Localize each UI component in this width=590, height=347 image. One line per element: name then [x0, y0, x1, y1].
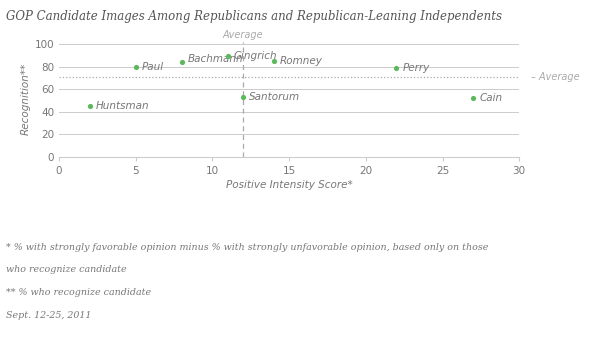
- Text: Bachmann: Bachmann: [188, 53, 244, 64]
- Y-axis label: Recognition**: Recognition**: [20, 63, 30, 135]
- Text: Gingrich: Gingrich: [234, 51, 277, 61]
- Text: Huntsman: Huntsman: [96, 101, 149, 111]
- Point: [269, 58, 278, 64]
- Text: Sept. 12-25, 2011: Sept. 12-25, 2011: [6, 311, 91, 320]
- Text: who recognize candidate: who recognize candidate: [6, 265, 126, 274]
- Text: Cain: Cain: [479, 93, 503, 103]
- Point: [131, 64, 140, 69]
- Point: [468, 95, 478, 101]
- Text: Paul: Paul: [142, 61, 164, 71]
- Point: [223, 53, 232, 59]
- Text: Romney: Romney: [280, 56, 323, 66]
- Text: GOP Candidate Images Among Republicans and Republican-Leaning Independents: GOP Candidate Images Among Republicans a…: [6, 10, 502, 23]
- Point: [392, 65, 401, 70]
- Point: [177, 59, 186, 65]
- Text: * % with strongly favorable opinion minus % with strongly unfavorable opinion, b: * % with strongly favorable opinion minu…: [6, 243, 489, 252]
- Point: [238, 94, 248, 100]
- Text: – Average: – Average: [532, 72, 580, 82]
- X-axis label: Positive Intensity Score*: Positive Intensity Score*: [226, 180, 352, 190]
- Point: [85, 103, 94, 109]
- Text: Average: Average: [223, 30, 263, 40]
- Text: Perry: Perry: [402, 63, 430, 73]
- Text: ** % who recognize candidate: ** % who recognize candidate: [6, 288, 151, 297]
- Text: Santorum: Santorum: [249, 92, 300, 102]
